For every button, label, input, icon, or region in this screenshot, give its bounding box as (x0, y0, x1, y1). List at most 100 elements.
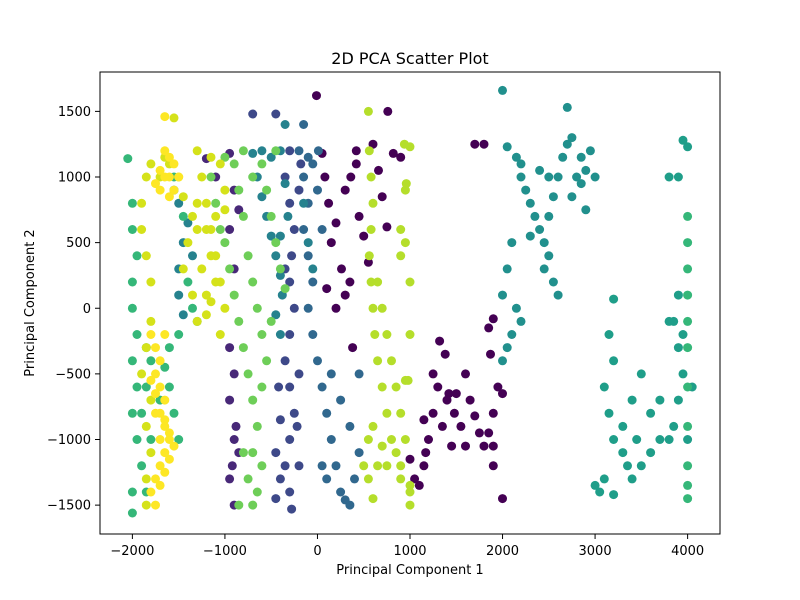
data-point-c4-0 (248, 148, 258, 158)
data-point-c5-27 (502, 264, 512, 274)
data-point-c5-37 (544, 172, 554, 182)
data-point-c11-25 (164, 454, 174, 464)
y-axis: −1500 −1000 −500 0 500 1000 1500 (47, 105, 100, 514)
data-point-c3-5 (308, 277, 318, 287)
data-point-c8-8 (243, 369, 253, 379)
data-point-c0-32 (435, 336, 445, 346)
data-point-c9-12 (387, 435, 396, 444)
data-point-c9-43 (400, 238, 410, 248)
data-point-c3-9 (317, 382, 327, 392)
y-tick-label-0: −1500 (47, 499, 91, 514)
data-point-c10-41 (141, 421, 151, 431)
data-point-c5-25 (576, 152, 586, 162)
data-point-c2-6 (287, 251, 297, 261)
data-point-c0-41 (479, 441, 489, 451)
y-tick-label-4: 500 (66, 236, 91, 251)
data-point-c8-24 (238, 211, 248, 221)
data-point-c7-0 (123, 154, 133, 164)
data-point-c2-8 (289, 303, 299, 313)
data-point-c6-14 (646, 448, 656, 458)
data-point-c4-22 (174, 290, 184, 300)
data-point-c3-0 (294, 146, 304, 156)
data-point-c9-21 (373, 277, 383, 287)
data-point-c11-9 (151, 179, 160, 189)
data-point-c4-14 (275, 231, 285, 241)
data-point-c2-18 (271, 448, 281, 458)
data-point-c7-33 (178, 211, 188, 221)
data-point-c0-15 (377, 192, 387, 202)
data-point-c0-19 (396, 152, 406, 162)
data-point-c9-30 (368, 494, 378, 504)
data-point-c3-29 (303, 152, 313, 162)
data-point-c0-61 (442, 395, 452, 405)
data-point-c9-37 (403, 375, 413, 385)
data-point-c9-18 (387, 356, 396, 366)
data-point-c10-16 (192, 316, 202, 326)
data-point-c10-42 (146, 448, 156, 458)
data-point-c2-1 (271, 109, 281, 119)
data-point-c9-9 (373, 356, 383, 366)
data-point-c6-18 (673, 395, 683, 405)
data-point-c3-6 (303, 303, 313, 313)
data-point-c5-28 (498, 290, 507, 300)
data-point-c6-32 (678, 330, 688, 339)
data-point-c2-23 (292, 421, 302, 431)
data-point-c7-38 (164, 343, 174, 353)
data-point-c8-3 (220, 238, 230, 248)
data-point-c0-29 (419, 461, 429, 471)
data-point-c3-23 (317, 461, 327, 471)
data-point-c8-33 (275, 264, 285, 274)
data-point-c5-2 (511, 152, 521, 162)
data-point-c8-34 (280, 284, 290, 294)
data-point-c7-22 (683, 238, 693, 248)
data-point-c8-16 (238, 448, 248, 458)
data-point-c3-24 (313, 146, 323, 156)
data-point-c4-25 (183, 218, 193, 228)
data-point-c9-31 (373, 461, 383, 471)
data-point-c4-19 (308, 264, 318, 274)
data-point-c10-39 (137, 369, 147, 379)
data-point-c0-0 (312, 91, 321, 101)
data-point-c2-7 (285, 277, 295, 287)
data-point-c2-14 (280, 461, 290, 471)
data-point-c7-17 (141, 382, 151, 392)
data-point-c11-32 (155, 435, 165, 444)
data-point-c7-42 (169, 408, 179, 418)
data-point-c8-11 (248, 448, 258, 458)
data-point-c8-1 (211, 198, 221, 208)
data-point-c7-31 (683, 494, 693, 504)
data-point-c2-11 (285, 382, 295, 392)
data-point-c6-22 (673, 290, 683, 300)
data-point-c9-27 (405, 487, 415, 497)
data-point-c9-4 (366, 225, 376, 234)
data-point-c5-1 (502, 142, 512, 152)
data-point-c5-5 (525, 198, 535, 208)
data-point-c0-14 (374, 165, 383, 175)
data-point-c11-5 (169, 185, 179, 195)
data-point-c7-1 (127, 198, 137, 208)
data-point-c2-15 (285, 487, 295, 497)
data-point-c9-36 (405, 330, 415, 339)
data-point-c9-1 (364, 146, 374, 156)
data-point-c6-24 (636, 369, 646, 379)
data-point-c9-22 (396, 225, 406, 234)
data-point-c6-20 (673, 343, 683, 353)
data-point-c0-52 (479, 139, 489, 149)
data-point-c0-36 (456, 421, 466, 431)
data-point-c2-21 (275, 415, 285, 425)
data-point-c7-18 (146, 356, 156, 366)
data-point-c10-7 (215, 330, 225, 339)
data-point-c5-13 (548, 192, 558, 202)
x-tick-label-4: 2000 (486, 544, 519, 559)
data-point-c11-2 (164, 152, 174, 162)
data-point-c9-25 (399, 139, 409, 149)
data-point-c8-6 (234, 316, 244, 326)
data-point-c0-10 (351, 159, 361, 169)
data-point-c2-16 (287, 504, 297, 514)
data-point-c5-3 (516, 172, 526, 182)
data-point-c10-33 (137, 198, 147, 208)
data-point-c10-2 (201, 198, 211, 208)
data-point-c4-10 (280, 120, 290, 129)
data-point-c8-19 (262, 356, 272, 366)
data-point-c10-1 (197, 172, 207, 182)
